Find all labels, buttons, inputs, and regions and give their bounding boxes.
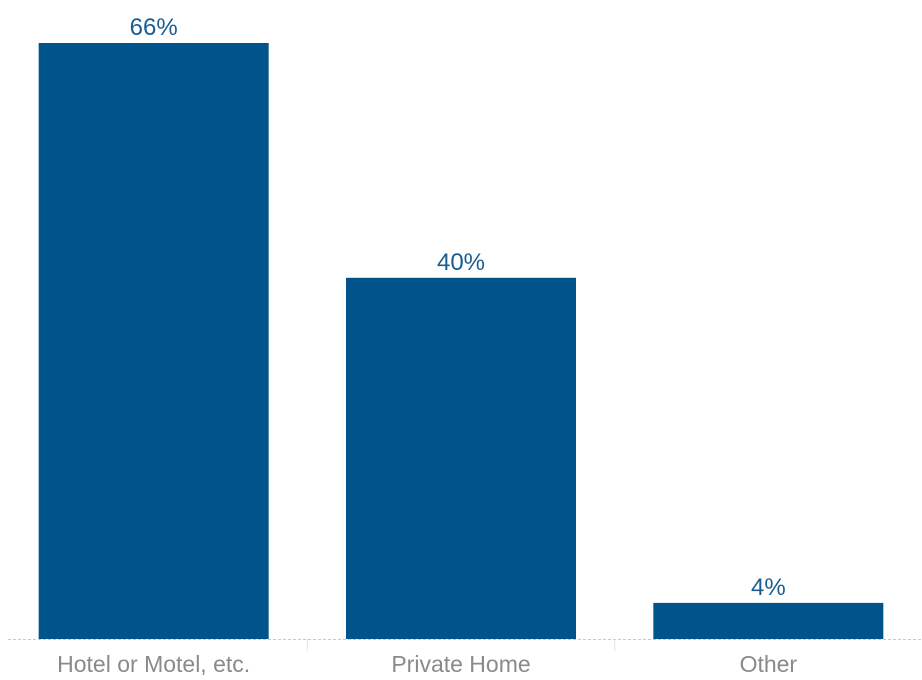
x-tick-label-1: Hotel or Motel, etc. xyxy=(57,651,250,677)
bar-1 xyxy=(38,43,269,639)
value-label-3: 4% xyxy=(751,574,786,601)
x-axis-label-group: Hotel or Motel, etc. Private Home Other xyxy=(57,651,797,677)
value-label-2: 40% xyxy=(437,249,485,276)
x-axis-tick-group xyxy=(306,639,616,651)
x-tick-label-3: Other xyxy=(740,651,798,677)
x-tick-label-2: Private Home xyxy=(391,651,530,677)
bar-group xyxy=(38,43,884,639)
value-label-group: 66% 40% 4% xyxy=(130,14,786,601)
value-label-1: 66% xyxy=(130,14,178,41)
bar-2 xyxy=(346,277,576,639)
bar-3 xyxy=(653,602,884,639)
